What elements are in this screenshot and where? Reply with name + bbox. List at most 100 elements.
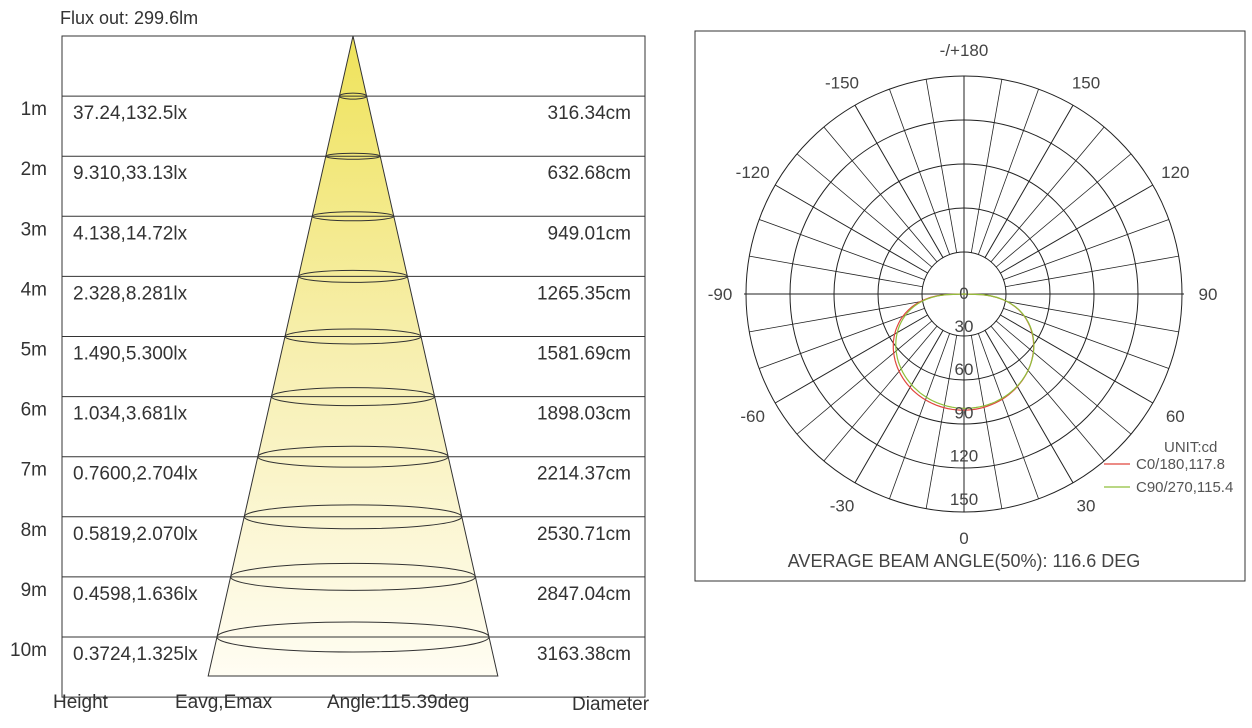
polar-spoke <box>1000 314 1154 404</box>
polar-spoke <box>889 333 951 499</box>
angle-label: -/+180 <box>940 41 989 60</box>
lux-value: 4.138,14.72lx <box>73 223 188 244</box>
polar-spoke <box>970 79 1003 253</box>
angle-label: -60 <box>740 407 765 426</box>
polar-spoke <box>990 325 1105 462</box>
radial-tick-label: 90 <box>955 403 974 422</box>
polar-spoke <box>854 104 944 258</box>
polar-labels: -/+180 150 120 90 60 30 0 -30 -60 -90 -120 -150 0 30 6… <box>708 41 1218 548</box>
polar-legend: C0/180,117.8 C90/270,115.4 <box>1104 456 1233 496</box>
height-label: 2m <box>21 159 47 180</box>
lux-value: 1.490,5.300lx <box>73 344 188 365</box>
polar-spoke <box>774 314 928 404</box>
radial-tick-label: 30 <box>955 317 974 336</box>
lux-value: 37.24,132.5lx <box>73 103 188 124</box>
lux-value: 9.310,33.13lx <box>73 163 188 184</box>
height-label: 3m <box>21 219 47 240</box>
polar-spoke <box>749 255 923 288</box>
radial-tick-label: 60 <box>955 360 974 379</box>
lux-value: 1.034,3.681lx <box>73 404 188 425</box>
angle-label: 90 <box>1199 285 1218 304</box>
angle-label: -90 <box>708 285 733 304</box>
polar-spoke <box>1005 300 1179 333</box>
footer-diameter-label: Diameter <box>572 694 650 715</box>
polar-spoke <box>796 153 933 268</box>
polar-spoke <box>977 89 1039 255</box>
polar-spoke <box>984 330 1074 484</box>
polar-spoke <box>749 300 923 333</box>
footer-eavg-emax-label: Eavg,Emax <box>175 692 273 713</box>
angle-label: -120 <box>736 163 770 182</box>
beam-cone <box>207 35 499 677</box>
polar-spoke <box>1003 219 1169 281</box>
illuminance-table: 1m 37.24,132.5lx 316.34cm 2m 9.310,33.13lx 63… <box>10 35 646 698</box>
angle-label: 120 <box>1161 163 1189 182</box>
diameter-value: 2530.71cm <box>537 524 631 545</box>
polar-spoke <box>823 126 938 263</box>
polar-spoke <box>995 320 1132 435</box>
height-label: 8m <box>21 520 47 541</box>
unit-label: UNIT:cd <box>1164 439 1217 456</box>
polar-spoke <box>759 219 925 281</box>
radial-tick-label: 150 <box>950 490 978 509</box>
height-label: 10m <box>10 640 47 661</box>
angle-label: 30 <box>1077 496 1096 515</box>
diameter-value: 2214.37cm <box>537 464 631 485</box>
polar-spoke <box>1003 307 1169 369</box>
polar-frame <box>694 30 1246 582</box>
polar-spoke <box>854 330 944 484</box>
footer-angle-label: Angle:115.39deg <box>327 692 469 713</box>
beam-angle-caption: AVERAGE BEAM ANGLE(50%): 116.6 DEG <box>788 551 1140 571</box>
polar-spoke <box>759 307 925 369</box>
polar-intensity-chart: -/+180 150 120 90 60 30 0 -30 -60 -90 -120 -150 0 30 6… <box>694 30 1246 582</box>
angle-label: -150 <box>825 74 859 93</box>
polar-spoke <box>823 325 938 462</box>
angle-label: -30 <box>830 496 855 515</box>
diameter-value: 1265.35cm <box>537 283 631 304</box>
polar-spoke <box>1000 184 1154 274</box>
lux-value: 2.328,8.281lx <box>73 283 188 304</box>
cone-shape <box>207 35 499 677</box>
illuminance-cone-chart: Flux out: 299.6lm 1m 37.24,132.5lx 316.34c… <box>10 8 650 715</box>
polar-spoke <box>925 335 958 509</box>
series-curve <box>895 293 1035 409</box>
height-label: 6m <box>21 400 47 421</box>
polar-spoke <box>1005 255 1179 288</box>
table-frame <box>61 35 646 698</box>
polar-spoke <box>977 333 1039 499</box>
polar-spoke <box>796 320 933 435</box>
polar-curves <box>892 293 1035 411</box>
flux-out-title: Flux out: 299.6lm <box>60 8 198 28</box>
height-label: 9m <box>21 580 47 601</box>
legend-label: C90/270,115.4 <box>1136 479 1233 496</box>
height-label: 4m <box>21 279 47 300</box>
height-label: 7m <box>21 460 47 481</box>
polar-spoke <box>984 104 1074 258</box>
footer-height-label: Height <box>53 692 109 713</box>
polar-spoke <box>925 79 958 253</box>
polar-grid <box>744 75 1184 513</box>
polar-spoke <box>970 335 1003 509</box>
diameter-value: 2847.04cm <box>537 584 631 605</box>
angle-label: 60 <box>1166 407 1185 426</box>
lux-value: 0.5819,2.070lx <box>73 524 198 545</box>
legend-label: C0/180,117.8 <box>1136 456 1225 473</box>
diameter-value: 632.68cm <box>548 163 631 184</box>
polar-spoke <box>990 126 1105 263</box>
diameter-value: 316.34cm <box>548 103 631 124</box>
diameter-value: 3163.38cm <box>537 644 631 665</box>
diameter-value: 1898.03cm <box>537 404 631 425</box>
height-label: 1m <box>21 99 47 120</box>
polar-spoke <box>889 89 951 255</box>
polar-spoke <box>774 184 928 274</box>
diameter-value: 949.01cm <box>548 223 631 244</box>
lux-value: 0.7600,2.704lx <box>73 464 198 485</box>
height-label: 5m <box>21 340 47 361</box>
diameter-value: 1581.69cm <box>537 344 631 365</box>
angle-label: 0 <box>959 529 968 548</box>
polar-spoke <box>995 153 1132 268</box>
lux-value: 0.4598,1.636lx <box>73 584 198 605</box>
radial-tick-label: 0 <box>959 284 968 303</box>
angle-label: 150 <box>1072 74 1100 93</box>
radial-tick-label: 120 <box>950 447 978 466</box>
